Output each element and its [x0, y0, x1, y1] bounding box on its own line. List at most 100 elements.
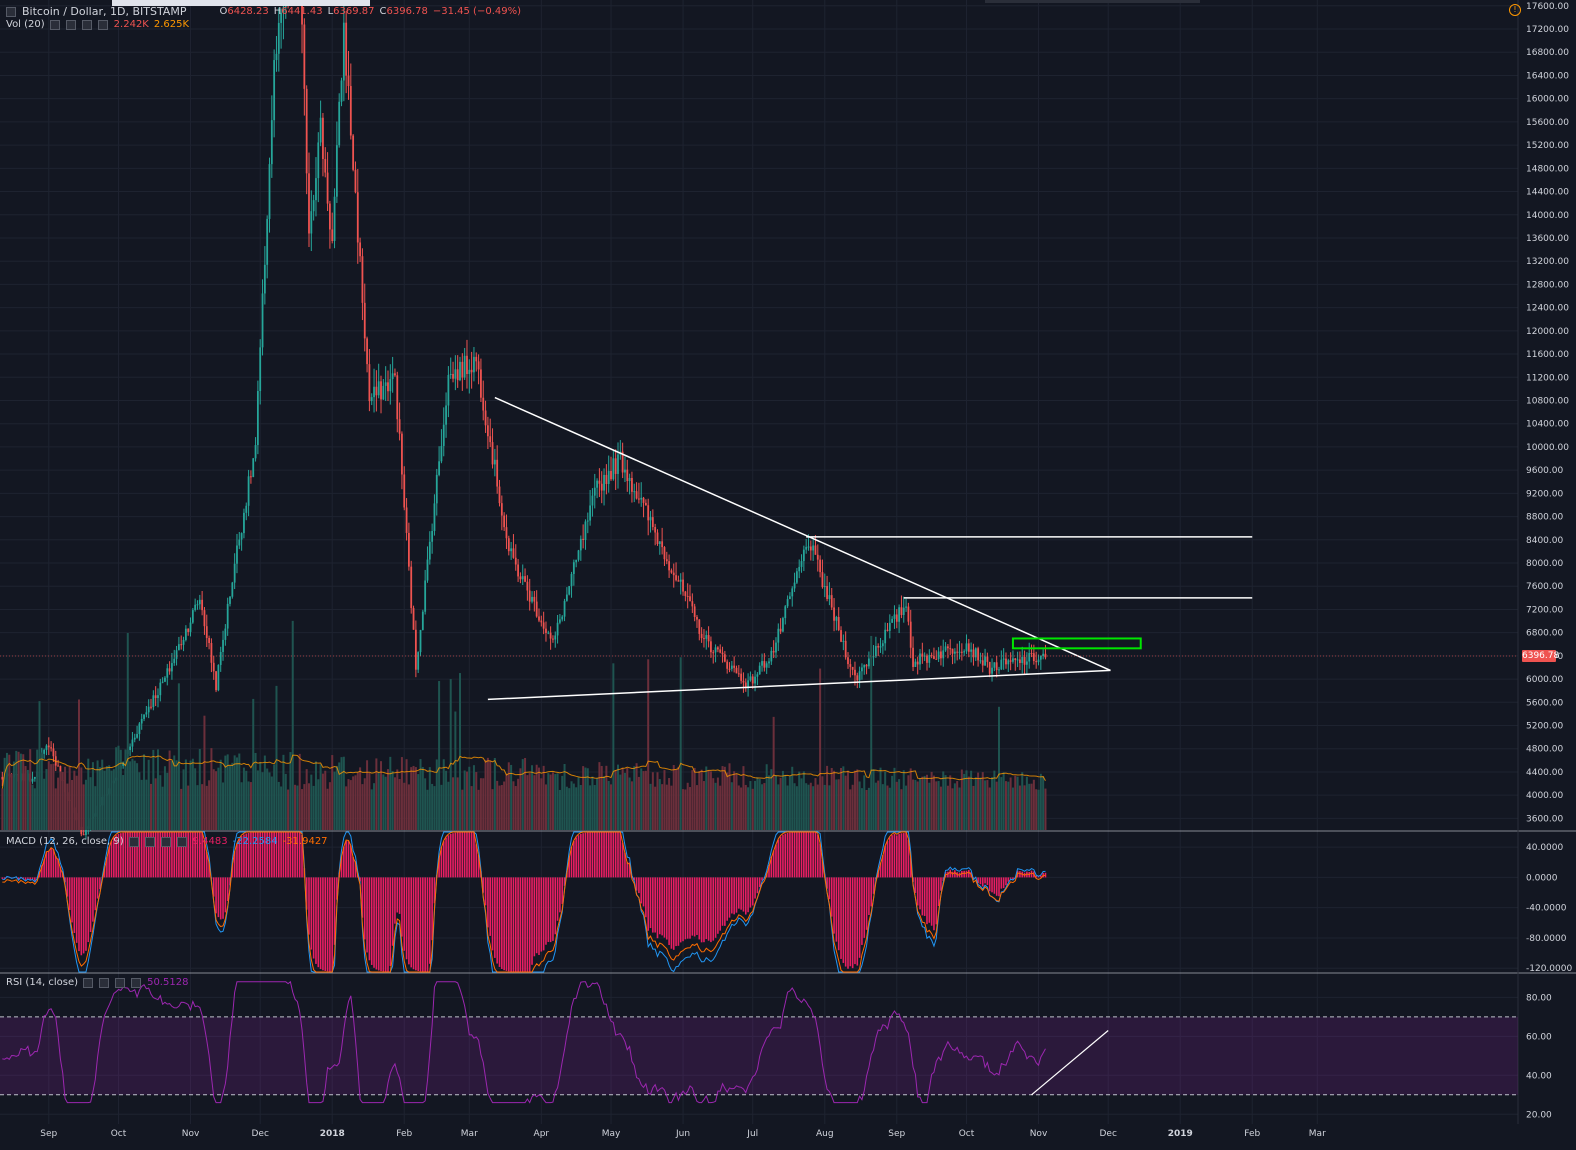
volume-bar	[519, 768, 522, 830]
volume-bar	[396, 769, 399, 830]
copy-icon[interactable]	[81, 19, 92, 30]
eye-icon[interactable]	[128, 836, 139, 847]
volume-bar	[521, 759, 524, 830]
close-icon[interactable]	[131, 977, 142, 988]
volume-bar	[656, 772, 659, 830]
macd-histogram-bar	[92, 877, 94, 922]
volume-bar	[891, 775, 894, 830]
drawing-toolbar-overlay[interactable]	[112, 0, 370, 6]
close-icon[interactable]	[176, 836, 187, 847]
macd-histogram-bar	[577, 835, 580, 878]
candle-body	[552, 638, 554, 640]
macd-histogram-bar	[187, 832, 189, 878]
macd-histogram-bar	[150, 832, 152, 878]
volume-bar	[1000, 777, 1003, 830]
macd-histogram-bar	[1002, 877, 1005, 889]
macd-histogram-bar	[731, 877, 733, 914]
macd-histogram-bar	[840, 877, 842, 959]
warning-icon[interactable]: !	[1509, 4, 1521, 16]
eye-icon[interactable]	[83, 977, 94, 988]
settings-icon[interactable]	[99, 977, 110, 988]
candle-body	[184, 628, 187, 640]
volume-bar	[136, 763, 139, 830]
volume-bar	[963, 773, 966, 830]
volume-bar	[740, 787, 743, 830]
macd-histogram-bar	[305, 877, 308, 910]
candle-body	[833, 607, 835, 621]
volume-bar	[542, 765, 545, 830]
macd-histogram-bar	[942, 877, 945, 882]
candle-body	[654, 527, 657, 533]
volume-bar	[317, 779, 320, 830]
volume-bar	[66, 783, 69, 830]
volume-bar	[303, 784, 306, 830]
candle-body	[854, 669, 856, 676]
candle-body	[814, 545, 817, 555]
volume-bar	[849, 789, 852, 830]
volume-bar	[651, 772, 654, 830]
candle-body	[884, 629, 887, 644]
volume-bar	[31, 784, 34, 830]
volume-bar	[612, 663, 615, 830]
macd-line-value: -22.2584	[232, 836, 278, 847]
volume-bar	[57, 777, 60, 830]
volume-bar	[147, 759, 150, 830]
volume-bar	[719, 785, 722, 830]
macd-histogram-bar	[43, 859, 45, 878]
macd-histogram-bar	[968, 869, 970, 878]
settings-icon[interactable]	[65, 19, 76, 30]
volume-bar	[914, 780, 917, 830]
volume-bar	[363, 778, 366, 830]
settings-icon[interactable]	[144, 836, 155, 847]
candle-body	[43, 749, 46, 754]
price-axis-label: 8400.00	[1526, 536, 1563, 546]
volume-bar	[112, 769, 115, 830]
candle-body	[828, 595, 831, 599]
macd-histogram-bar	[487, 877, 489, 928]
volume-bar	[524, 757, 527, 830]
price-axis-label: 15600.00	[1526, 118, 1569, 128]
candle-body	[238, 539, 241, 546]
macd-histogram-bar	[784, 833, 787, 878]
volume-bar	[424, 778, 427, 830]
candle-body	[730, 665, 733, 669]
volume-bar	[1002, 772, 1005, 830]
candle-body	[512, 548, 515, 558]
macd-histogram-bar	[171, 832, 173, 878]
macd-histogram-bar	[649, 877, 652, 929]
volume-bar	[173, 755, 176, 830]
macd-label[interactable]: MACD (12, 26, close, 9)	[6, 836, 124, 847]
candle-body	[772, 650, 775, 653]
candle-body	[338, 101, 341, 146]
volume-bar	[821, 776, 824, 830]
macd-histogram-bar	[837, 877, 840, 951]
macd-histogram-bar	[868, 877, 870, 916]
candle-body	[414, 629, 417, 670]
volume-bar	[208, 780, 211, 830]
candle-body	[865, 664, 868, 667]
copy-icon[interactable]	[115, 977, 126, 988]
volume-bar	[977, 772, 980, 830]
candle-body	[175, 650, 178, 659]
macd-histogram-bar	[496, 877, 498, 964]
copy-icon[interactable]	[160, 836, 171, 847]
macd-histogram-bar	[930, 877, 933, 926]
macd-histogram-bar	[1040, 875, 1042, 878]
rsi-label[interactable]: RSI (14, close)	[6, 977, 79, 988]
volume-bar	[668, 778, 671, 830]
eye-icon[interactable]	[49, 19, 60, 30]
close-icon[interactable]	[97, 19, 108, 30]
candle-body	[498, 486, 501, 504]
volume-label[interactable]: Vol (20)	[6, 19, 45, 30]
macd-histogram-bar	[638, 877, 640, 894]
collapse-icon[interactable]	[6, 6, 16, 17]
macd-histogram-bar	[596, 832, 598, 878]
rsi-axis-label: 80.00	[1526, 993, 1552, 1003]
macd-histogram-bar	[928, 877, 931, 923]
candle-body	[270, 120, 273, 165]
volume-bar	[946, 785, 949, 830]
candle-body	[326, 172, 329, 204]
candle-body	[974, 648, 977, 658]
candle-body	[503, 515, 506, 528]
